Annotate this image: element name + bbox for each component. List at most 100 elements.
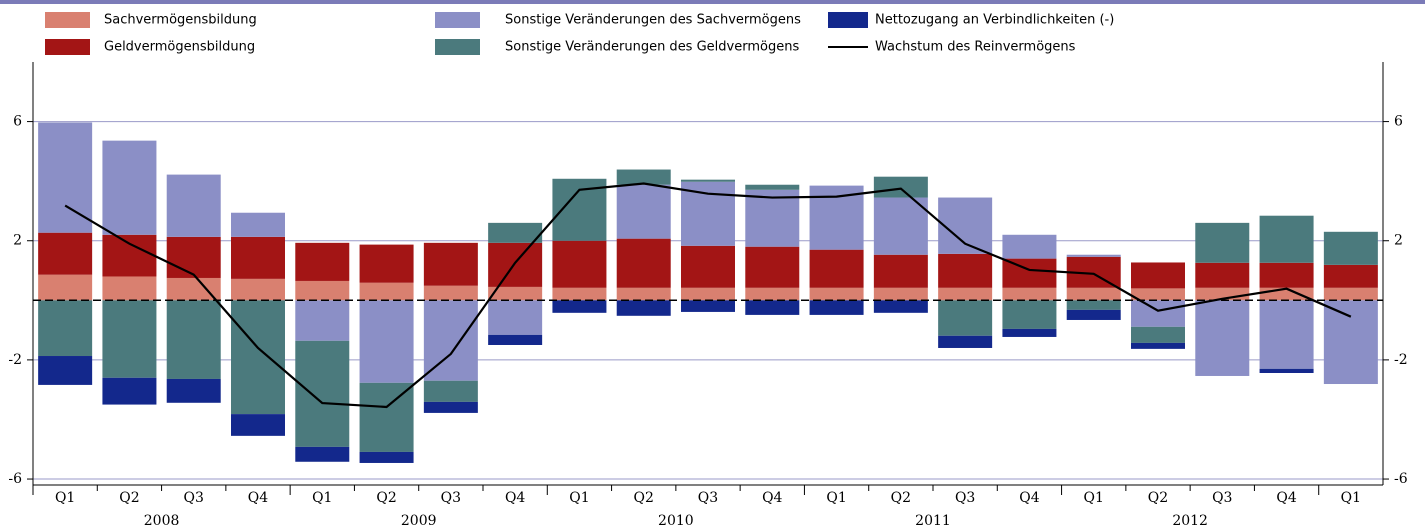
- bar-segment: [1002, 287, 1057, 301]
- bar-segment: [938, 335, 993, 348]
- bar-segment: [231, 212, 285, 237]
- bar-segment: [1259, 300, 1314, 369]
- bar-segment: [616, 184, 671, 239]
- bar-segment: [1323, 264, 1378, 288]
- bar-segment: [231, 278, 285, 301]
- bar-segment: [745, 184, 800, 190]
- bar-segment: [38, 300, 93, 357]
- bar-segment: [423, 300, 478, 381]
- bar-segment: [359, 451, 414, 463]
- bar-segment: [1259, 262, 1314, 288]
- legend-label: Sonstige Veränderungen des Geldvermögens: [505, 40, 799, 55]
- bar-segment: [1002, 300, 1057, 329]
- legend-swatch: [45, 12, 90, 28]
- x-tick-label: Q3: [698, 490, 718, 506]
- bar-segment: [295, 300, 350, 341]
- year-label: 2010: [658, 513, 694, 529]
- bar-segment: [231, 236, 285, 279]
- bar-segment: [38, 274, 93, 301]
- x-tick-label: Q1: [312, 490, 332, 506]
- bar-segment: [873, 287, 928, 301]
- bar-segment: [38, 122, 93, 233]
- x-tick-label: Q4: [762, 490, 782, 506]
- bar-segment: [102, 140, 157, 235]
- bar-segment: [1066, 300, 1121, 310]
- x-tick-label: Q4: [505, 490, 525, 506]
- x-tick-label: Q2: [1148, 490, 1168, 506]
- year-label: 2009: [401, 513, 437, 529]
- bar-segment: [681, 287, 735, 301]
- legend-label: Wachstum des Reinvermögens: [875, 40, 1076, 55]
- bar-segment: [873, 254, 928, 288]
- bar-segment: [681, 300, 735, 312]
- bar-segment: [488, 300, 543, 335]
- x-tick-label: Q1: [55, 490, 75, 506]
- x-tick-label: Q4: [1019, 490, 1039, 506]
- bar-segment: [616, 287, 671, 301]
- bar-segment: [1195, 300, 1250, 376]
- bar-segment: [1066, 287, 1121, 301]
- bar-segment: [231, 300, 285, 415]
- bar-segment: [616, 238, 671, 288]
- bar-segment: [1066, 309, 1121, 320]
- legend-label: Sonstige Veränderungen des Sachvermögens: [505, 13, 801, 28]
- bar-segment: [745, 287, 800, 301]
- bar-segment: [745, 189, 800, 247]
- bar-segment: [488, 334, 543, 345]
- bar-segment: [1002, 234, 1057, 259]
- bar-segment: [295, 340, 350, 447]
- bar-segment: [681, 245, 735, 288]
- bar-segment: [38, 232, 93, 275]
- bar-segment: [423, 242, 478, 286]
- bar-segment: [166, 174, 221, 237]
- legend-swatch: [45, 39, 90, 55]
- bar-segment: [809, 300, 864, 315]
- bar-segment: [488, 242, 543, 287]
- bar-segment: [938, 197, 993, 254]
- bar-segment: [359, 300, 414, 383]
- bar-segment: [102, 276, 157, 301]
- bar-segment: [616, 169, 671, 185]
- bar-segment: [488, 222, 543, 243]
- bar-segment: [102, 234, 157, 277]
- bar-segment: [1323, 287, 1378, 301]
- bar-segment: [295, 446, 350, 462]
- x-tick-label: Q1: [1084, 490, 1104, 506]
- bar-segment: [1259, 215, 1314, 263]
- legend-swatch: [828, 12, 868, 28]
- bar-segment: [166, 378, 221, 403]
- x-tick-label: Q3: [441, 490, 461, 506]
- top-border: [0, 0, 1425, 4]
- bar-segment: [1002, 328, 1057, 337]
- bar-segment: [359, 382, 414, 452]
- bar-segment: [1131, 342, 1185, 349]
- bar-segment: [1131, 262, 1185, 289]
- x-tick-label: Q2: [119, 490, 139, 506]
- y-tick-label: -6: [8, 471, 22, 487]
- line-series: [64, 182, 1352, 409]
- y2-tick-label: -6: [1394, 471, 1408, 487]
- x-tick-label: Q3: [184, 490, 204, 506]
- bar-segment: [1195, 222, 1250, 263]
- bar-segment: [1131, 326, 1185, 343]
- legend-swatch: [435, 39, 480, 55]
- bar-segment: [873, 300, 928, 313]
- bar-segment: [1131, 288, 1185, 301]
- y2-tick-label: 6: [1394, 114, 1403, 130]
- year-label: 2012: [1172, 513, 1208, 529]
- bar-segment: [809, 249, 864, 288]
- bar-segment: [359, 244, 414, 283]
- bar-segment: [552, 300, 607, 313]
- bar-segment: [423, 285, 478, 301]
- bar-segment: [423, 401, 478, 413]
- x-tick-label: Q3: [1212, 490, 1232, 506]
- bar-segment: [938, 253, 993, 288]
- y-tick-label: -2: [8, 352, 22, 368]
- x-tick-label: Q2: [634, 490, 654, 506]
- bar-segment: [938, 300, 993, 336]
- bar-segment: [1323, 300, 1378, 385]
- bar-segment: [295, 280, 350, 301]
- x-tick-label: Q2: [376, 490, 396, 506]
- legend-swatch: [435, 12, 480, 28]
